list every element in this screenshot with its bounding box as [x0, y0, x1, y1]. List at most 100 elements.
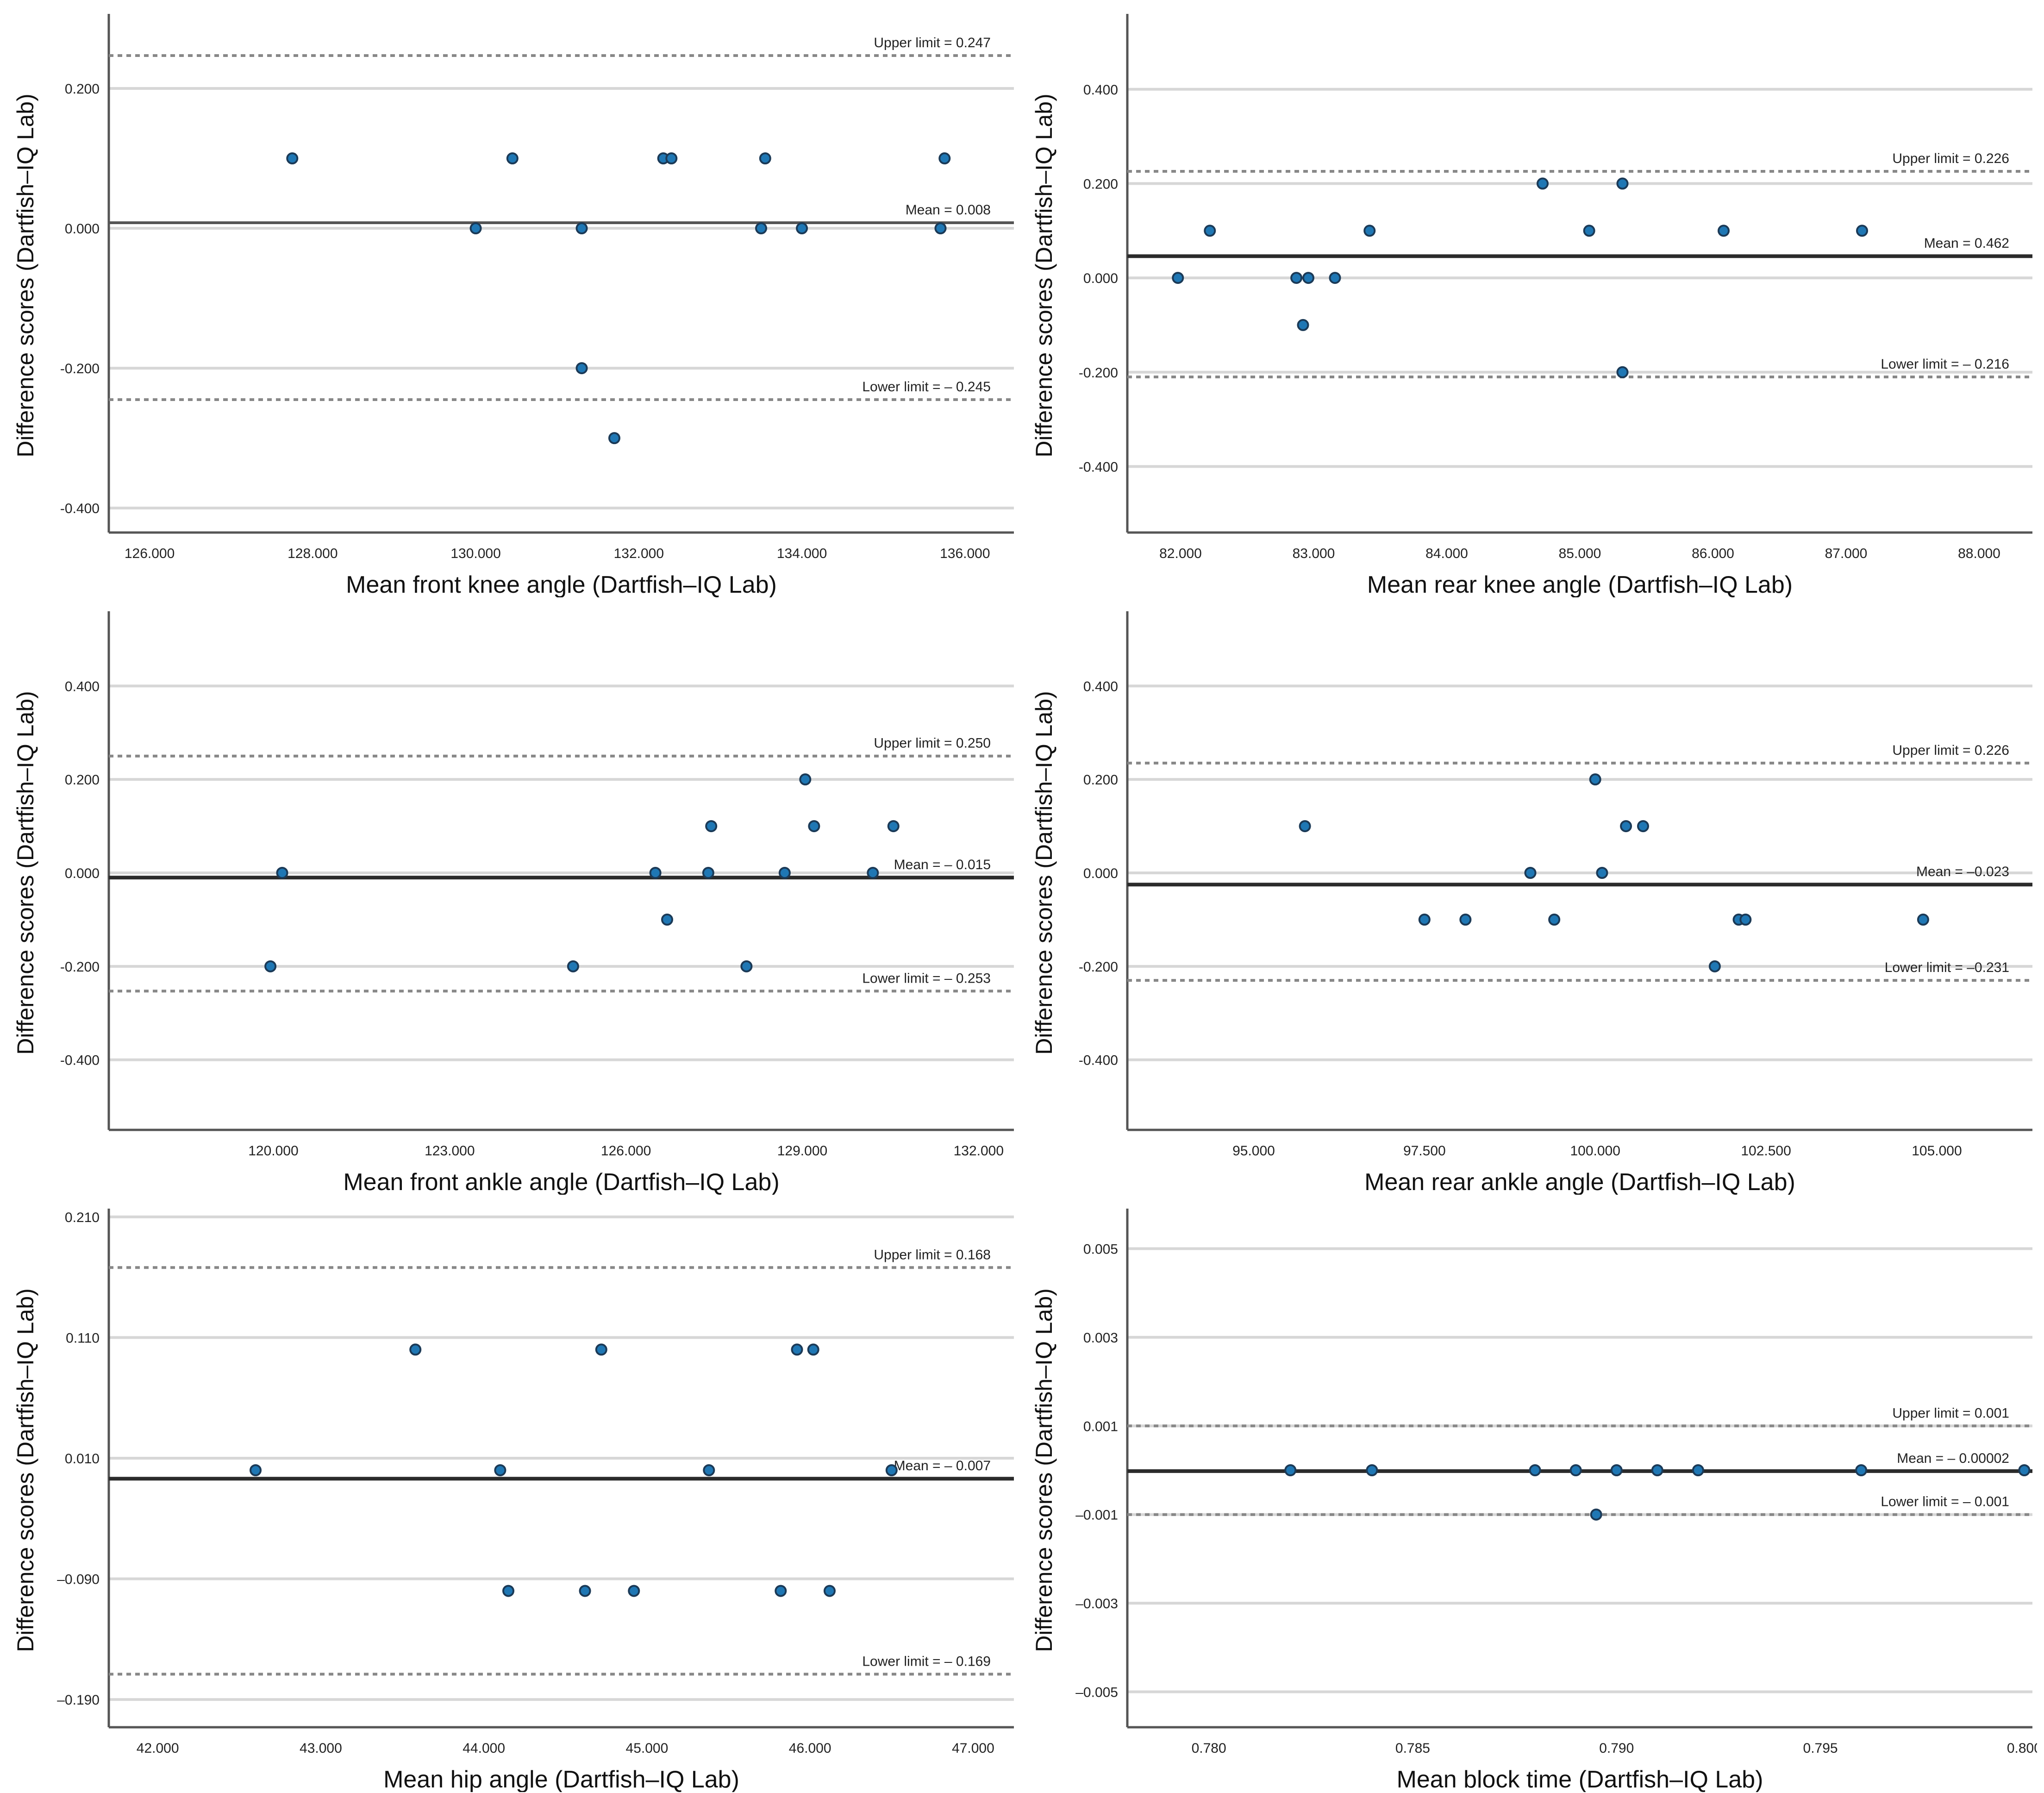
data-point [575, 222, 588, 235]
data-point [1529, 1464, 1541, 1476]
mean-label: Mean = 0.008 [906, 202, 991, 218]
x-tick-label: 120.000 [248, 1143, 298, 1159]
y-tick-label: 0.110 [66, 1330, 100, 1346]
x-tick-label: 0.790 [1599, 1741, 1634, 1756]
data-point [1172, 272, 1184, 284]
data-point [778, 867, 791, 879]
y-tick-label: –0.005 [1075, 1685, 1118, 1700]
data-point [276, 867, 288, 879]
x-tick-label: 134.000 [777, 546, 827, 561]
x-tick-label: 95.000 [1232, 1143, 1275, 1159]
data-point [579, 1585, 591, 1597]
y-tick-label: 0.000 [1083, 271, 1118, 286]
limit-label: Upper limit = 0.168 [874, 1247, 991, 1262]
x-tick-label: 126.000 [601, 1143, 651, 1159]
data-point [938, 152, 951, 165]
y-tick-label: 0.000 [65, 221, 100, 237]
x-tick-label: 126.000 [125, 546, 175, 561]
x-tick-label: 97.500 [1403, 1143, 1446, 1159]
data-point [1708, 960, 1721, 972]
chart-rear-knee: -0.400 -0.200 0.000 0.200 0.400 82.000 83.000 8… [1019, 0, 2037, 597]
x-tick-label: 85.000 [1559, 546, 1601, 561]
y-tick-label: 0.200 [1083, 772, 1118, 788]
data-point [759, 152, 771, 165]
data-point [649, 867, 662, 879]
data-point [1302, 272, 1314, 284]
data-point [661, 913, 674, 926]
y-axis-title: Difference scores (Dartfish–IQ Lab) [13, 1288, 38, 1652]
x-axis-title: Mean front knee angle (Dartfish–IQ Lab) [346, 571, 777, 597]
y-tick-label: 0.003 [1083, 1330, 1118, 1346]
mean-label: Mean = –0.023 [1916, 864, 2009, 879]
data-point [823, 1585, 836, 1597]
y-tick-label: 0.400 [65, 679, 100, 694]
chart-svg-rear-ankle: -0.400 -0.200 0.000 0.200 0.400 95.000 97.500 1… [1031, 611, 2032, 1195]
x-tick-label: 0.795 [1803, 1741, 1838, 1756]
y-tick-label: 0.400 [1083, 679, 1118, 694]
data-point [1363, 225, 1376, 237]
x-tick-label: 44.000 [463, 1741, 505, 1756]
limit-label: Upper limit = 0.001 [1892, 1405, 2009, 1421]
x-tick-label: 100.000 [1570, 1143, 1620, 1159]
data-point [775, 1585, 787, 1597]
y-tick-label: –0.001 [1075, 1508, 1118, 1523]
x-tick-label: 0.800 [2007, 1741, 2037, 1756]
chart-svg-front-ankle: -0.400 -0.200 0.000 0.200 0.400 120.000 123.00… [13, 611, 1014, 1195]
mean-label: Mean = – 0.007 [894, 1458, 991, 1473]
y-axis-title: Difference scores (Dartfish–IQ Lab) [1031, 691, 1057, 1055]
data-point [791, 1343, 803, 1356]
data-point [1856, 225, 1868, 237]
data-point [740, 960, 753, 972]
data-point [1637, 820, 1649, 833]
y-tick-label: -0.200 [1079, 365, 1118, 381]
limit-label: Lower limit = – 0.216 [1881, 357, 2009, 372]
x-tick-label: 0.785 [1395, 1741, 1430, 1756]
data-point [1204, 225, 1216, 237]
y-tick-label: 0.010 [65, 1451, 100, 1467]
data-point [665, 152, 678, 165]
chart-rear-ankle: -0.400 -0.200 0.000 0.200 0.400 95.000 97.500 1… [1019, 597, 2037, 1195]
y-tick-label: -0.200 [1079, 959, 1118, 975]
y-tick-label: 0.001 [1083, 1419, 1118, 1434]
chart-svg-rear-knee: -0.400 -0.200 0.000 0.200 0.400 82.000 83.000 8… [1031, 14, 2032, 597]
chart-hip: –0.190 –0.090 0.010 0.110 0.210 42.000 43.000 4… [0, 1195, 1019, 1792]
y-tick-label: 0.000 [1083, 866, 1118, 881]
x-tick-label: 102.500 [1741, 1143, 1791, 1159]
y-axis-title: Difference scores (Dartfish–IQ Lab) [13, 691, 38, 1055]
data-point [567, 960, 579, 972]
x-tick-label: 136.000 [940, 546, 990, 561]
y-axis-title: Difference scores (Dartfish–IQ Lab) [1031, 94, 1057, 458]
data-point [494, 1464, 506, 1476]
x-tick-label: 87.000 [1825, 546, 1868, 561]
data-point [628, 1585, 640, 1597]
y-tick-label: -0.400 [1079, 459, 1118, 475]
data-point [608, 432, 620, 445]
y-axis-title: Difference scores (Dartfish–IQ Lab) [1031, 1288, 1057, 1652]
chart-front-ankle: -0.400 -0.200 0.000 0.200 0.400 120.000 123.00… [0, 597, 1019, 1195]
chart-block-time: –0.005 –0.003 –0.001 0.001 0.003 0.005 0.780 0.… [1019, 1195, 2037, 1792]
y-tick-label: -0.200 [60, 959, 100, 975]
x-tick-label: 82.000 [1159, 546, 1202, 561]
mean-label: Mean = – 0.00002 [1897, 1451, 2009, 1466]
data-point [1548, 913, 1561, 926]
x-tick-label: 86.000 [1692, 546, 1734, 561]
chart-svg-hip: –0.190 –0.090 0.010 0.110 0.210 42.000 43.000 4… [13, 1209, 1014, 1792]
x-axis-title: Mean rear ankle angle (Dartfish–IQ Lab) [1364, 1169, 1795, 1195]
data-point [1366, 1464, 1378, 1476]
limit-label: Lower limit = – 0.245 [862, 379, 991, 395]
y-tick-label: 0.210 [65, 1210, 100, 1225]
y-tick-label: –0.003 [1075, 1596, 1118, 1611]
y-tick-label: 0.005 [1083, 1242, 1118, 1257]
y-tick-label: 0.200 [65, 772, 100, 788]
x-tick-label: 123.000 [425, 1143, 475, 1159]
y-tick-label: 0.000 [65, 866, 100, 881]
x-tick-label: 132.000 [614, 546, 664, 561]
data-point [595, 1343, 607, 1356]
data-point [575, 362, 588, 375]
data-point [286, 152, 299, 165]
mean-label: Mean = 0.462 [1924, 236, 2009, 251]
data-point [1855, 1464, 1868, 1476]
limit-label: Lower limit = – 0.001 [1881, 1494, 2009, 1510]
x-tick-label: 45.000 [626, 1741, 669, 1756]
data-point [702, 867, 714, 879]
